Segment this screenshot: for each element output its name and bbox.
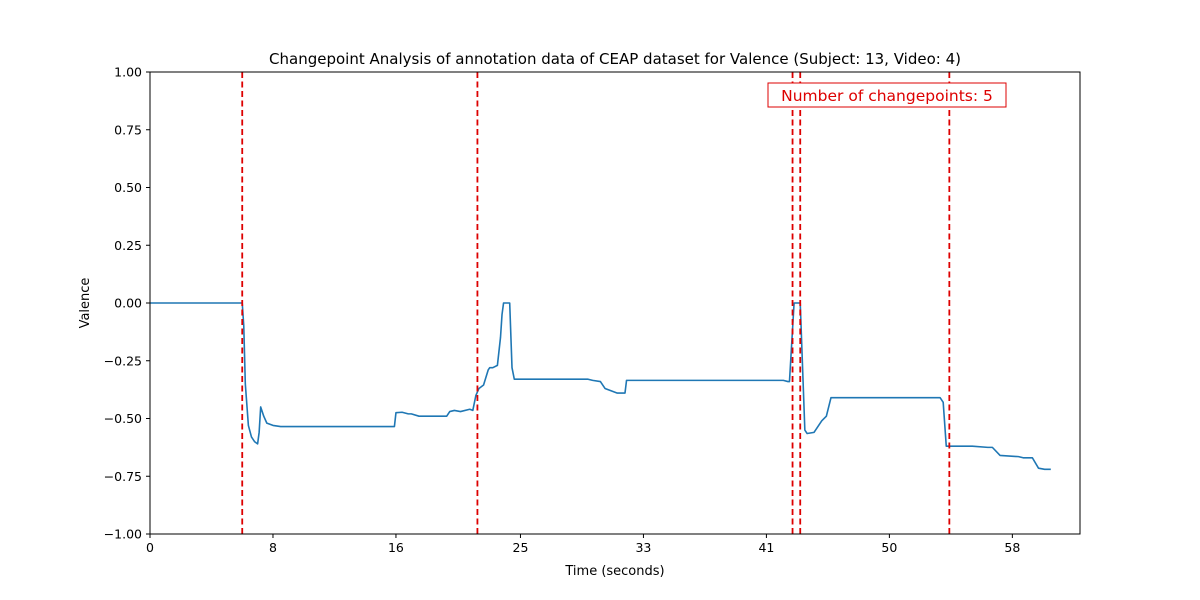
chart-title: Changepoint Analysis of annotation data … (269, 50, 961, 68)
x-tick-label: 58 (1004, 540, 1020, 555)
x-tick-label: 50 (881, 540, 897, 555)
x-tick-label: 0 (146, 540, 154, 555)
x-tick-label: 33 (635, 540, 651, 555)
plot-background (150, 72, 1080, 534)
x-tick-label: 25 (513, 540, 529, 555)
data-layer (150, 302, 1051, 471)
annotation-box (767, 82, 1007, 108)
annotation-text: Number of changepoints: 5 (781, 87, 993, 105)
y-tick-label: 0.25 (114, 238, 142, 253)
y-tick-label: 1.00 (114, 65, 142, 80)
y-tick-label: −0.25 (104, 353, 142, 368)
changepoint-count-annotation: Number of changepoints: 5 (767, 82, 1007, 108)
series-line-0 (150, 302, 1051, 471)
y-tick-label: 0.00 (114, 296, 142, 311)
changepoint-layer (241, 72, 951, 534)
x-tick-label: 41 (758, 540, 774, 555)
x-tick-label: 8 (269, 540, 277, 555)
y-tick-label: −1.00 (104, 527, 142, 542)
x-axis-label: Time (seconds) (564, 564, 664, 579)
x-tick-label: 16 (388, 540, 404, 555)
y-tick-label: −0.75 (104, 469, 142, 484)
y-tick-label: 0.75 (114, 122, 142, 137)
y-tick-label: −0.50 (104, 411, 142, 426)
y-axis-label: Valence (78, 278, 93, 329)
x-axis: 0 8 16 25 33 41 50 58 (146, 534, 1020, 555)
y-axis: 1.00 0.75 0.50 0.25 0.00 −0.25 −0.50 −0.75 −1.00 (104, 65, 150, 542)
y-tick-label: 0.50 (114, 180, 142, 195)
